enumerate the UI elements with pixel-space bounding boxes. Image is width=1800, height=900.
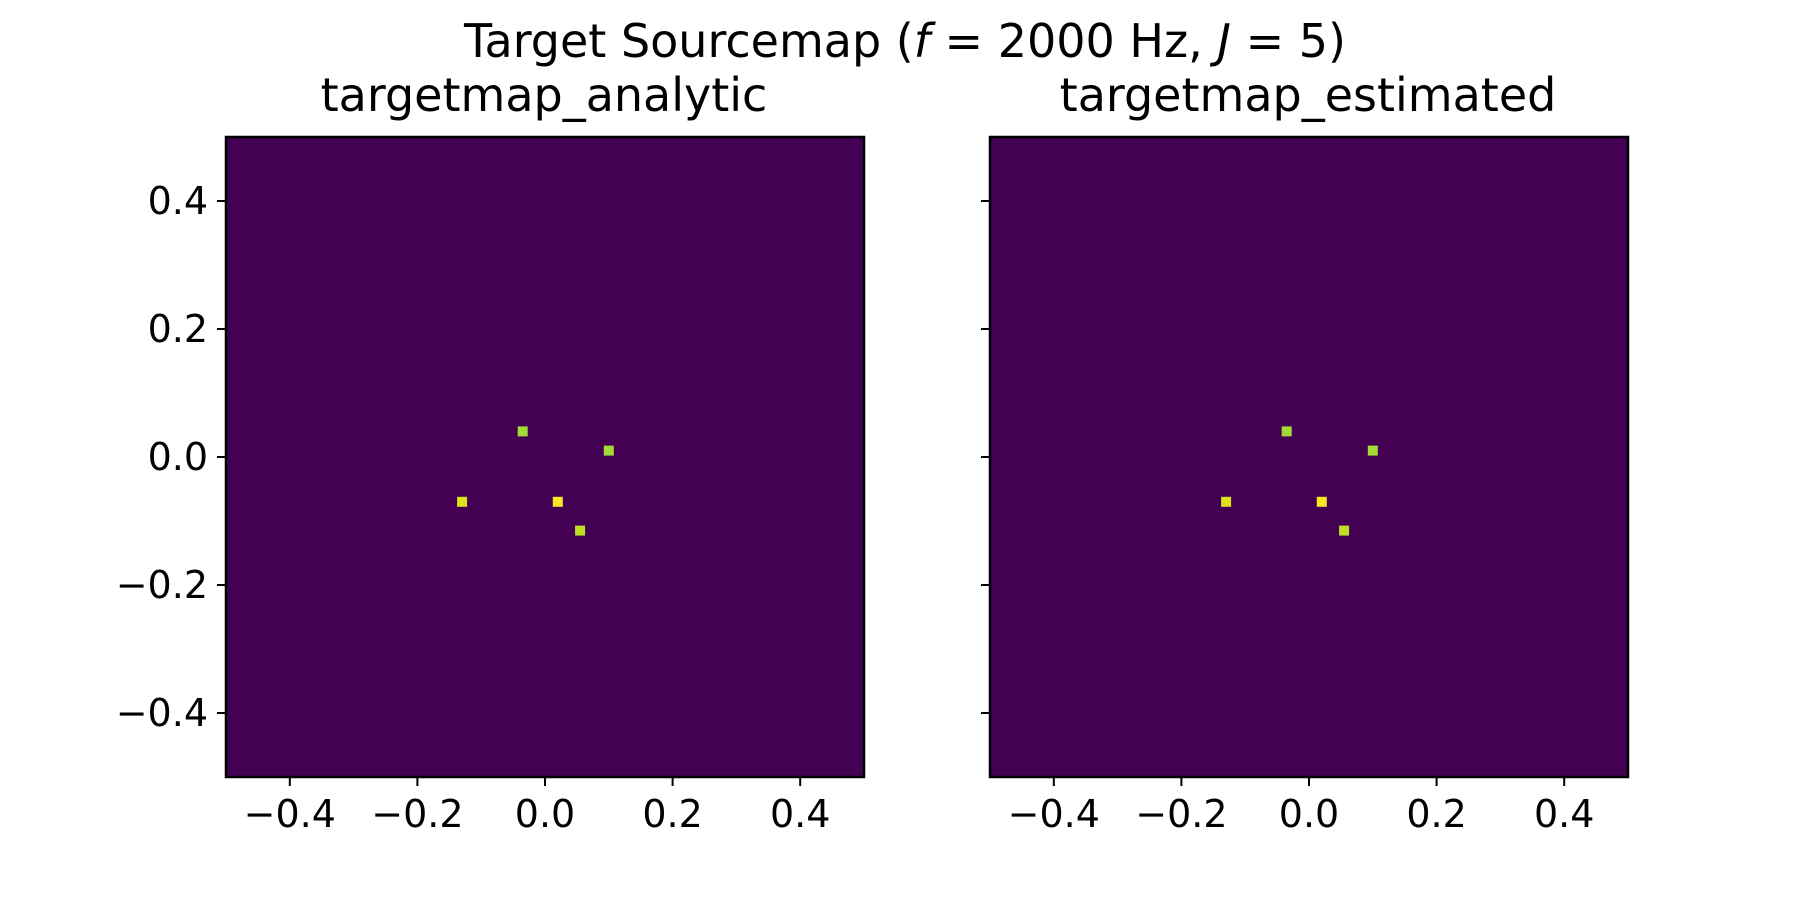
x-tick-label-estimated-3: 0.0 [1279,792,1339,836]
subplot-title-estimated: targetmap_estimated [1060,68,1557,122]
y-axis-ticks-estimated [981,200,990,714]
y-tick-label-analytic-4: 0.2 [148,307,208,351]
x-tick-label-estimated-5: 0.4 [1534,792,1594,836]
y-tick-label-analytic-5: 0.4 [148,179,208,223]
source-cell-estimated-5 [1339,525,1350,536]
y-axis-ticks-analytic: −0.4 −0.2 0.0 0.2 0.4 [116,179,226,735]
x-tick-label-estimated-2: −0.2 [1135,792,1227,836]
suptitle-prefix: Target Sourcemap ( [463,14,914,68]
x-axis-ticks-estimated: −0.4 −0.2 0.0 0.2 0.4 [1008,777,1594,836]
source-cell-analytic-3 [457,496,468,507]
heatmap-background-analytic [226,137,864,777]
y-tick-label-analytic-1: −0.4 [116,691,208,735]
heatmap-cells-analytic [457,426,614,536]
source-cell-estimated-2 [1367,445,1378,456]
source-cell-estimated-3 [1221,496,1232,507]
subplot-analytic: targetmap_analytic −0.4 −0.2 0.0 0.2 0.4 −0.… [116,68,866,836]
x-tick-label-analytic-1: −0.4 [244,792,336,836]
suptitle-j-value: = 5) [1231,14,1346,68]
source-cell-analytic-5 [575,525,586,536]
x-tick-label-analytic-3: 0.0 [515,792,575,836]
subplot-estimated: targetmap_estimated −0.4 −0.2 0.0 0.2 0.4 [981,68,1630,836]
suptitle-f-value: = 2000 Hz, [930,14,1217,68]
x-tick-label-analytic-5: 0.4 [770,792,830,836]
source-cell-estimated-1 [1281,426,1292,437]
source-cell-analytic-4 [552,496,563,507]
y-tick-label-analytic-3: 0.0 [148,435,208,479]
heatmap-background-estimated [990,137,1628,777]
source-cell-estimated-4 [1316,496,1327,507]
subplot-title-analytic: targetmap_analytic [321,68,768,122]
x-tick-label-estimated-1: −0.4 [1008,792,1100,836]
x-tick-label-analytic-4: 0.2 [642,792,702,836]
x-axis-ticks-analytic: −0.4 −0.2 0.0 0.2 0.4 [244,777,830,836]
heatmap-cells-estimated [1221,426,1378,536]
source-cell-analytic-1 [517,426,528,437]
suptitle: Target Sourcemap (f = 2000 Hz, J = 5) [463,14,1346,68]
x-tick-label-analytic-2: −0.2 [371,792,463,836]
source-cell-analytic-2 [603,445,614,456]
y-tick-label-analytic-2: −0.2 [116,563,208,607]
x-tick-label-estimated-4: 0.2 [1406,792,1466,836]
